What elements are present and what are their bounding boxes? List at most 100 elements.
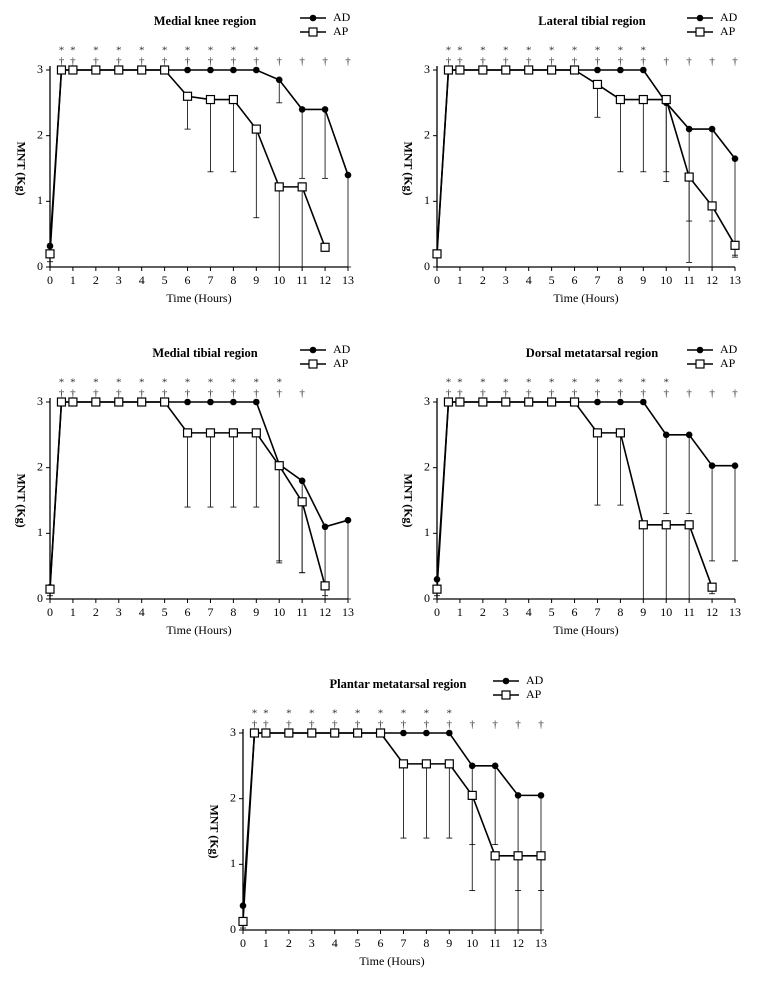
error-bar <box>663 99 670 173</box>
dagger-mark: † <box>276 388 282 400</box>
dagger-mark: † <box>663 56 669 68</box>
x-tick-label: 3 <box>309 936 315 950</box>
x-tick-label: 12 <box>706 273 718 287</box>
x-tick-label: 3 <box>503 605 509 619</box>
dagger-mark: † <box>401 719 407 731</box>
y-tick-label: 0 <box>37 591 43 605</box>
x-tick-label: 2 <box>93 605 99 619</box>
x-tick-label: 9 <box>253 605 259 619</box>
point <box>661 94 671 105</box>
point <box>569 397 580 407</box>
y-tick-label: 0 <box>424 591 430 605</box>
point <box>467 790 477 800</box>
dagger-mark: † <box>299 56 305 68</box>
point <box>353 728 363 738</box>
point <box>230 398 237 406</box>
x-tick-label: 13 <box>729 605 741 619</box>
legend-marker <box>308 27 318 37</box>
star-mark: * <box>139 377 145 389</box>
x-tick-label: 6 <box>572 605 578 619</box>
dagger-mark: † <box>93 388 99 400</box>
point <box>344 516 352 524</box>
point <box>205 428 216 438</box>
x-tick-label: 8 <box>230 273 236 287</box>
error-bar <box>594 84 601 118</box>
dagger-mark: † <box>538 719 544 731</box>
y-tick-label: 2 <box>424 127 430 141</box>
error-bar <box>492 765 499 846</box>
x-tick-label: 1 <box>457 273 463 287</box>
star-mark: * <box>641 45 647 57</box>
y-tick-label: 1 <box>37 193 43 207</box>
point <box>707 582 717 592</box>
x-tick-label: 6 <box>572 273 578 287</box>
dagger-mark: † <box>457 56 463 68</box>
star-mark: * <box>457 45 463 57</box>
x-tick-label: 12 <box>319 273 331 287</box>
point <box>297 497 307 507</box>
point <box>537 792 545 799</box>
dagger-mark: † <box>286 719 292 731</box>
star-mark: * <box>572 377 578 389</box>
point <box>491 762 499 770</box>
legend-marker <box>696 14 704 22</box>
star-mark: * <box>139 45 145 57</box>
dagger-mark: † <box>469 719 475 731</box>
star-mark: * <box>332 708 338 720</box>
legend-marker <box>308 359 318 369</box>
point <box>707 201 717 211</box>
star-mark: * <box>254 377 260 389</box>
error-bar <box>663 524 670 600</box>
x-tick-label: 0 <box>240 936 246 950</box>
point <box>569 65 580 75</box>
x-tick-label: 12 <box>512 936 524 950</box>
x-tick-label: 7 <box>207 273 213 287</box>
dagger-mark: † <box>208 388 214 400</box>
point <box>640 398 647 406</box>
error-bar <box>469 795 476 891</box>
series-line <box>436 69 736 253</box>
star-mark: * <box>263 708 269 720</box>
x-tick-label: 0 <box>47 273 53 287</box>
point <box>45 584 55 594</box>
point <box>708 125 716 133</box>
point <box>184 66 191 74</box>
star-mark: * <box>252 708 258 720</box>
point <box>730 240 740 250</box>
point <box>251 124 261 134</box>
point <box>253 398 260 406</box>
dagger-mark: † <box>503 56 509 68</box>
point <box>160 65 170 75</box>
dagger-mark: † <box>185 56 191 68</box>
y-tick-label: 0 <box>424 259 430 273</box>
dagger-mark: † <box>424 719 430 731</box>
series-line <box>436 401 713 590</box>
point <box>443 397 454 407</box>
star-mark: * <box>480 377 486 389</box>
star-mark: * <box>93 45 99 57</box>
point <box>398 759 409 769</box>
legend-label: AD <box>720 342 738 356</box>
star-mark: * <box>549 45 555 57</box>
error-bar <box>253 432 260 508</box>
y-tick-label: 3 <box>230 725 236 739</box>
x-tick-label: 13 <box>729 273 741 287</box>
point <box>685 125 693 133</box>
point <box>423 729 430 737</box>
x-tick-label: 11 <box>489 936 501 950</box>
x-tick-label: 12 <box>706 605 718 619</box>
error-bar <box>184 432 191 508</box>
x-tick-label: 7 <box>594 605 600 619</box>
dagger-mark: † <box>457 388 463 400</box>
x-tick-label: 8 <box>423 936 429 950</box>
point <box>731 462 739 469</box>
legend-label: AP <box>720 24 736 38</box>
x-tick-label: 4 <box>526 605 532 619</box>
dagger-mark: † <box>618 56 624 68</box>
dagger-mark: † <box>185 388 191 400</box>
x-tick-label: 3 <box>116 605 122 619</box>
dagger-mark: † <box>595 56 601 68</box>
y-axis-label: MNT (Kg) <box>401 141 415 195</box>
y-axis-label: MNT (Kg) <box>14 473 28 527</box>
